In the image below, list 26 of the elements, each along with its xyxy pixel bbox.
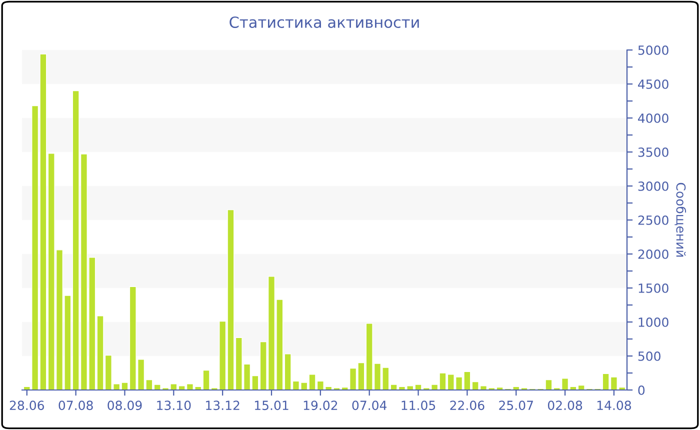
x-tick-label: 08.09: [108, 400, 142, 410]
chart-title: Статистика активности: [230, 16, 419, 28]
x-tick-label: 11.05: [402, 400, 436, 410]
y-tick-label: 0: [638, 385, 645, 395]
y-tick-label: 2500: [638, 215, 668, 225]
x-tick-label: 13.12: [206, 400, 240, 410]
x-tick-label: 13.10: [157, 400, 191, 410]
y-tick-label: 3500: [638, 147, 668, 157]
x-tick-label: 14.08: [597, 400, 631, 410]
y-tick-label: 4000: [638, 113, 668, 123]
x-tick-label: 22.06: [450, 400, 484, 410]
x-tick-label: 02.08: [548, 400, 582, 410]
y-tick-label: 500: [638, 351, 660, 361]
y-tick-label: 1500: [638, 283, 668, 293]
x-tick-label: 19.02: [304, 400, 338, 410]
x-tick-label: 28.06: [10, 400, 44, 410]
x-tick-label: 07.08: [58, 400, 93, 410]
x-tick-label: 25.07: [499, 400, 533, 410]
y-tick-label: 3000: [638, 181, 668, 191]
y-tick-label: 1000: [638, 317, 668, 327]
y-tick-label: 4500: [638, 79, 668, 89]
x-tick-label: 15.01: [254, 400, 288, 410]
y-tick-label: 5000: [638, 45, 668, 55]
y-tick-label: 2000: [638, 249, 668, 259]
y-axis-title: Сообщений: [674, 182, 686, 257]
x-tick-label: 07.04: [352, 400, 387, 410]
